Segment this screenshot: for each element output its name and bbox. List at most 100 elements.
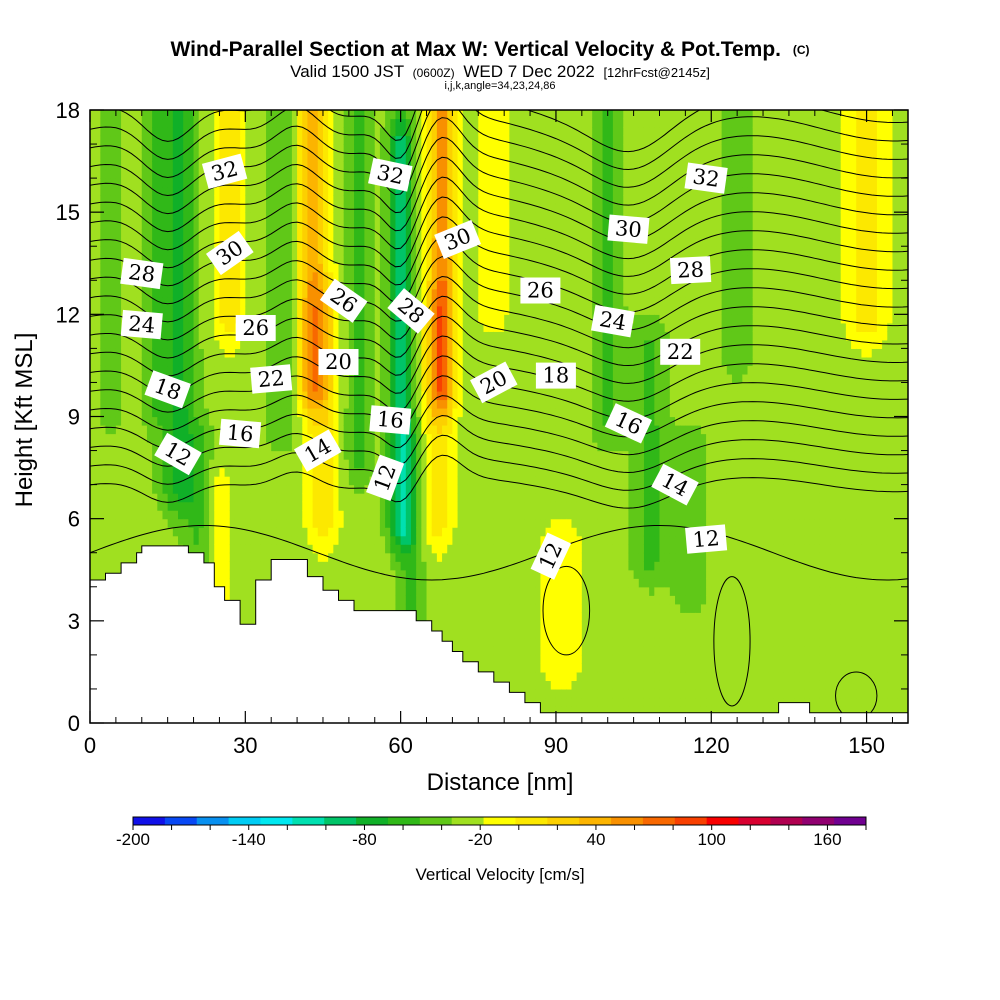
velocity-cell [426,518,433,528]
velocity-cell [421,246,428,256]
velocity-cell [436,322,443,332]
velocity-cell [203,271,210,281]
chart-indices: i,j,k,angle=34,23,24,86 [444,80,555,92]
velocity-cell [271,203,277,213]
velocity-cell [100,118,107,128]
velocity-cell [193,356,200,367]
velocity-cell [343,237,350,247]
velocity-cell [219,527,226,537]
velocity-cell [203,544,210,554]
velocity-cell [400,229,407,239]
velocity-cell [203,459,210,469]
velocity-cell [146,339,153,349]
velocity-cell [426,467,433,477]
velocity-cell [203,365,210,375]
velocity-cell [100,510,107,520]
velocity-cell [312,110,319,120]
velocity-cell [188,510,195,520]
velocity-cell [348,450,355,460]
velocity-cell [203,416,210,426]
velocity-cell [198,110,205,120]
velocity-cell [276,161,283,171]
velocity-cell [162,510,169,520]
velocity-cell [400,382,407,392]
velocity-cell [385,595,391,605]
velocity-cell [157,220,164,230]
velocity-cell [255,220,262,230]
velocity-cell [255,493,262,503]
velocity-cell [229,501,236,511]
velocity-cell [100,561,107,571]
velocity-cell [214,442,221,452]
velocity-cell [141,373,148,384]
velocity-cell [276,501,283,511]
velocity-cell [198,178,205,188]
velocity-cell [266,442,272,452]
velocity-cell [100,110,107,120]
velocity-cell [436,493,443,503]
velocity-cell [395,527,402,537]
velocity-cell [209,186,215,196]
velocity-cell [162,527,169,537]
velocity-cell [224,382,231,392]
velocity-cell [421,169,428,179]
velocity-cell [302,152,309,162]
velocity-cell [234,195,241,205]
velocity-cell [105,339,112,349]
velocity-cell [390,561,397,571]
velocity-cell [245,271,252,281]
velocity-cell [286,144,293,154]
velocity-cell [416,373,422,384]
velocity-cell [131,144,138,154]
velocity-cell [121,459,127,469]
velocity-cell [343,127,350,137]
velocity-cell [157,348,164,358]
velocity-cell [442,518,448,528]
velocity-cell [167,476,174,486]
velocity-cell [379,322,386,332]
velocity-cell [234,288,241,298]
velocity-cell [297,433,303,443]
velocity-cell [400,118,407,128]
velocity-cell [369,127,376,137]
velocity-cell [359,144,365,154]
velocity-cell [260,254,267,264]
velocity-cell [297,305,303,315]
velocity-cell [442,271,448,281]
velocity-cell [126,552,133,562]
velocity-cell [297,407,303,418]
velocity-cell [400,365,407,375]
velocity-cell [162,484,169,494]
velocity-cell [364,127,371,137]
velocity-cell [302,493,309,503]
velocity-cell [416,331,422,341]
velocity-cell [286,527,293,537]
velocity-cell [436,152,443,162]
velocity-cell [131,535,138,545]
velocity-cell [286,297,293,307]
velocity-cell [436,178,443,188]
velocity-cell [152,425,158,435]
velocity-cell [219,348,226,358]
velocity-cell [110,186,117,196]
velocity-cell [178,127,184,137]
velocity-cell [286,110,293,120]
velocity-cell [203,518,210,528]
velocity-cell [95,339,101,349]
velocity-cell [400,348,407,358]
velocity-cell [431,169,438,179]
velocity-cell [400,595,407,605]
velocity-cell [442,339,448,349]
velocity-cell [126,186,133,196]
velocity-cell [405,135,412,145]
velocity-cell [172,322,179,332]
velocity-cell [276,442,283,452]
velocity-cell [338,339,345,349]
velocity-cell [416,407,422,418]
velocity-cell [219,331,226,341]
velocity-cell [110,382,117,392]
velocity-cell [193,271,200,281]
velocity-cell [307,348,314,358]
velocity-cell [193,399,200,409]
velocity-cell [126,178,133,188]
